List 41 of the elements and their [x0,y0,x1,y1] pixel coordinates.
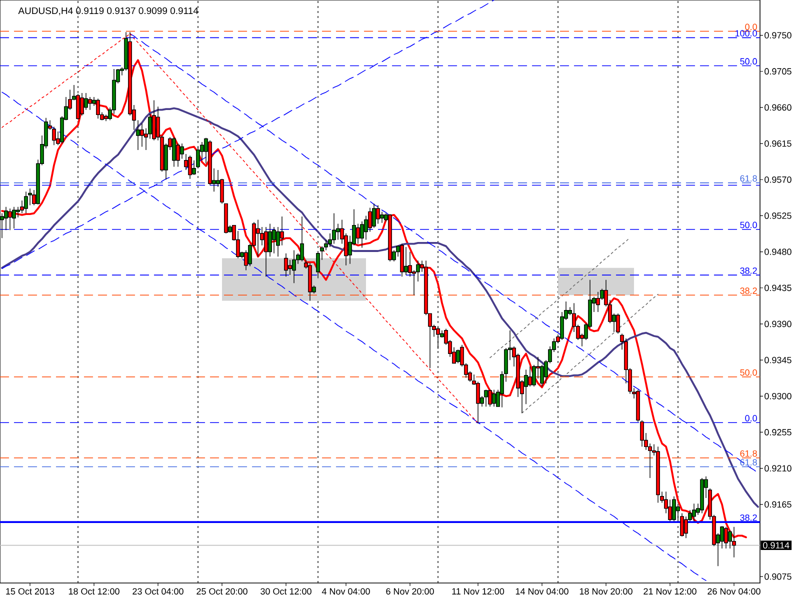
x-tick-label: 4 Nov 04:00 [322,588,370,595]
y-tick-label: 0.9345 [764,356,792,364]
y-tick-label: 0.9300 [764,392,792,400]
x-tick-label: 26 Nov 04:00 [708,588,760,595]
x-tick-label: 23 Oct 04:00 [132,588,184,595]
y-tick-label: 0.9705 [764,68,792,75]
x-tick-label: 15 Oct 2013 [6,588,54,595]
x-tick-label: 21 Nov 12:00 [644,588,696,595]
x-tick-label: 18 Oct 12:00 [68,588,120,595]
annotation: 38.2 [740,514,757,521]
y-tick-label: 0.9525 [764,212,792,219]
annotation: 38.2 [740,288,757,294]
annotation: 61.8 [740,450,757,457]
x-tick-label: 6 Nov 20:00 [386,588,434,595]
y-tick-label: 0.9390 [764,320,792,328]
y-tick-label: 0.9165 [764,501,792,508]
annotation: 50.0 [740,222,757,228]
annotation: 100.0 [735,30,757,36]
y-tick-label: 0.9210 [764,465,792,472]
text: AUDUSD,H4 0.9119 0.9137 0.9099 0.9114 [18,7,198,16]
y-tick-label: 0.9435 [764,284,792,292]
x-tick-label: 14 Nov 04:00 [516,588,568,595]
annotation: 38.2 [740,267,757,274]
annotation: 61.8 [740,459,757,466]
annotation: 0.0 [745,415,757,422]
annotation: 50.0 [740,58,757,65]
x-tick-label: 30 Oct 12:00 [260,588,312,595]
y-tick-label: 0.9480 [764,248,792,255]
y-tick-label: 0.9255 [764,429,792,436]
ref-line-label: 0.9114 [763,542,790,548]
y-tick-label: 0.9615 [764,140,792,147]
y-tick-label: 0.9075 [764,573,792,580]
x-tick-label: 11 Nov 12:00 [452,588,504,595]
annotation: 50.0 [740,369,757,376]
annotation: 61.8 [740,175,757,182]
x-tick-label: 18 Nov 20:00 [580,588,632,595]
annotation: 0.0 [745,24,757,30]
y-tick-label: 0.9750 [764,32,792,38]
y-tick-label: 0.9660 [764,104,792,111]
y-tick-label: 0.9570 [764,176,792,183]
x-tick-label: 25 Oct 20:00 [196,588,248,595]
